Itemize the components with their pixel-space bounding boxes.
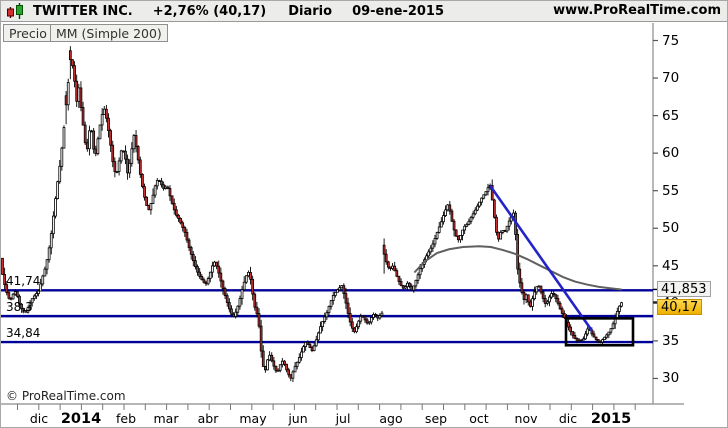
x-axis-label: jun [288, 411, 308, 426]
quote-date: 09-ene-2015 [352, 3, 445, 19]
tab-mm-simple-200[interactable]: MM (Simple 200) [50, 24, 168, 42]
level-price-label: 34,84 [6, 326, 41, 341]
site-link[interactable]: www.ProRealTime.com [553, 3, 721, 18]
last-price-box: 40,17 [657, 299, 703, 316]
x-axis-label: dic [558, 411, 578, 426]
y-axis-label: 75 [662, 32, 680, 49]
y-axis-label: 50 [662, 220, 680, 237]
symbol-name: TWITTER INC. [33, 3, 133, 19]
x-axis-label: may [239, 411, 267, 426]
x-axis-label: feb [115, 411, 137, 426]
x-axis-label: oct [469, 411, 489, 426]
y-axis-label: 35 [662, 332, 680, 349]
x-axis-label: dic [29, 411, 49, 426]
ma-value-box: 41,853 [657, 281, 711, 298]
x-axis-label: 2014 [60, 411, 102, 427]
x-axis-label: sep [424, 411, 448, 426]
candlestick-icon [7, 3, 23, 19]
tab-precio[interactable]: Precio [3, 24, 53, 42]
y-axis-label: 60 [662, 145, 680, 162]
y-axis-label: 65 [662, 107, 680, 124]
watermark: © ProRealTime.com [6, 389, 126, 403]
header-bar: TWITTER INC. +2,76% (40,17) Diario 09-en… [1, 1, 727, 22]
level-price-label: 38,3 [6, 300, 33, 315]
y-axis-label: 55 [662, 182, 680, 199]
x-axis-label: ago [379, 411, 403, 426]
x-axis-label: mar [153, 411, 179, 426]
x-axis-label: 2015 [590, 411, 632, 427]
x-axis-label: jul [335, 411, 351, 426]
level-price-label: 41,74 [6, 274, 41, 289]
x-axis-label: nov [514, 411, 538, 426]
timeframe-label[interactable]: Diario [288, 3, 333, 19]
y-axis-label: 45 [662, 257, 680, 274]
x-axis-label: abr [197, 411, 219, 426]
y-axis-label: 70 [662, 70, 680, 87]
y-axis-label: 30 [662, 370, 680, 387]
price-change: +2,76% (40,17) [152, 3, 267, 19]
